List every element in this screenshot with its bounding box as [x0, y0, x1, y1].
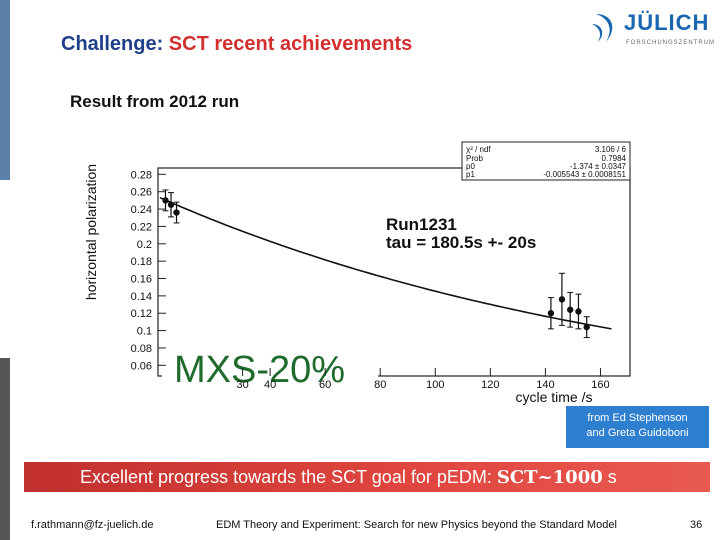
stats-value-prob: 0.7984: [602, 154, 627, 163]
data-point: [547, 310, 555, 317]
stats-label-p0: p0: [466, 162, 475, 171]
polarization-plot: horizontal polarization cycle time /s Ru…: [80, 140, 640, 408]
accent-bar-top: [0, 0, 10, 180]
logo-name: JÜLICH: [624, 10, 710, 35]
juelich-logo: JÜLICH FORSCHUNGSZENTRUM: [588, 10, 714, 50]
summary-banner: Excellent progress towards the SCT goal …: [24, 462, 710, 492]
y-tick-label: 0.16: [131, 274, 152, 286]
page-number: 36: [690, 519, 703, 531]
subtitle: Result from 2012 run: [70, 92, 240, 111]
stats-value-p0: -1.374 ± 0.0347: [570, 162, 627, 171]
y-tick-label: 0.24: [131, 204, 152, 216]
logo-subtext: FORSCHUNGSZENTRUM: [626, 40, 715, 46]
data-point: [583, 323, 590, 331]
y-tick-label: 0.2: [137, 239, 152, 251]
credit-caption: from Ed Stephenson and Greta Guidoboni: [566, 406, 709, 448]
x-axis-label: cycle time /s: [515, 389, 592, 405]
y-tick-label: 0.1: [137, 326, 152, 338]
banner-suffix: s: [602, 467, 617, 487]
stats-label-prob: Prob: [466, 154, 483, 163]
accent-bar-bottom: [0, 358, 10, 540]
caption-line-2: and Greta Guidoboni: [586, 427, 689, 439]
stats-label-chi2: χ² / ndf: [466, 145, 491, 154]
x-tick-label: 100: [426, 379, 444, 391]
overlay-label: MXS-20%: [174, 349, 345, 391]
stats-box: [461, 141, 631, 181]
y-tick-label: 0.28: [131, 169, 152, 181]
stats-label-p1: p1: [466, 170, 475, 179]
y-tick-label: 0.26: [131, 187, 152, 199]
banner-text: Excellent progress towards the SCT goal …: [80, 467, 497, 487]
y-tick-label: 0.18: [131, 256, 152, 268]
chart-marks: 0.28 0.26 0.24 0.22 0.2 0.18 0.16 0.14 0.12 0.1 0.…: [131, 169, 612, 391]
y-tick-label: 0.08: [131, 343, 152, 355]
x-tick-label: 80: [374, 379, 386, 391]
banner-formula: SCT~1000: [496, 467, 603, 488]
y-tick-label: 0.22: [131, 221, 152, 233]
annotation-tau: tau = 180.5s +- 20s: [386, 233, 536, 252]
stats-value-p1: -0.005543 ± 0.0008151: [543, 170, 626, 179]
footer-title: EDM Theory and Experiment: Search for ne…: [216, 519, 617, 531]
footer-email: f.rathmann@fz-juelich.de: [31, 519, 154, 531]
y-tick-label: 0.06: [131, 360, 152, 372]
data-point: [575, 308, 582, 315]
y-axis-label: horizontal polarization: [83, 164, 99, 300]
plot-svg: horizontal polarization cycle time /s Ru…: [83, 141, 631, 405]
data-point: [566, 306, 574, 313]
stats-value-chi2: 3.106 / 6: [595, 145, 627, 154]
annotation-run: Run1231: [386, 215, 457, 234]
plot-frame: [157, 167, 631, 377]
title-part1: Challenge:: [61, 33, 169, 55]
fit-curve: [159, 196, 612, 330]
x-tick-label: 60: [319, 379, 331, 391]
x-tick-label: 160: [591, 379, 609, 391]
data-point: [162, 197, 169, 204]
overlay-bg: [162, 344, 378, 390]
caption-line-1: from Ed Stephenson: [587, 412, 688, 424]
x-tick-label: 30: [236, 379, 248, 391]
juelich-logo-icon: [592, 14, 613, 42]
data-point: [167, 201, 175, 208]
x-tick-label: 140: [536, 379, 554, 391]
slide-title: Challenge: SCT recent achievements: [61, 33, 412, 56]
y-tick-label: 0.14: [131, 291, 152, 303]
data-point: [558, 296, 566, 303]
data-point: [173, 209, 180, 216]
y-tick-label: 0.12: [131, 308, 152, 320]
x-tick-label: 120: [481, 379, 499, 391]
title-part2: SCT recent achievements: [168, 33, 413, 55]
x-tick-label: 40: [264, 379, 276, 391]
